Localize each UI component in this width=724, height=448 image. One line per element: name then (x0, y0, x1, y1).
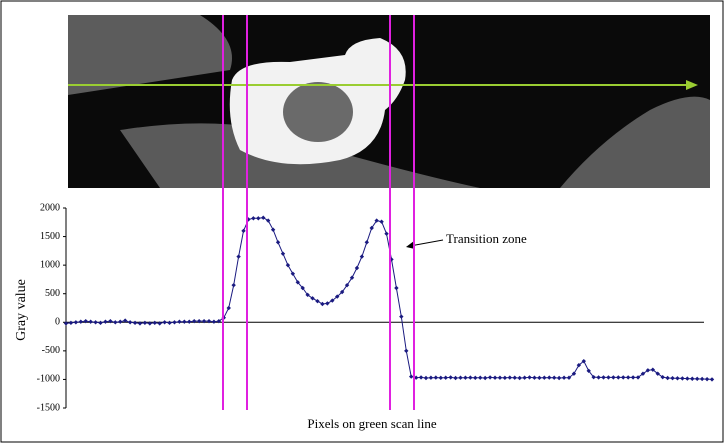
y-tick-label: -1000 (37, 374, 60, 385)
y-tick-label: -1500 (37, 402, 60, 413)
x-axis-label: Pixels on green scan line (307, 416, 436, 431)
figure: Gray value Pixels on green scan line Tra… (0, 0, 724, 443)
y-tick-label: 1500 (40, 231, 60, 242)
annotation: Transition zone (446, 231, 527, 246)
y-tick-label: -500 (42, 345, 60, 356)
y-tick-label: 500 (45, 288, 60, 299)
y-tick-label: 1000 (40, 259, 60, 270)
y-tick-label: 2000 (40, 202, 60, 213)
y-tick-label: 0 (55, 317, 60, 328)
marrow (283, 82, 353, 142)
y-axis-label: Gray value (14, 279, 29, 341)
